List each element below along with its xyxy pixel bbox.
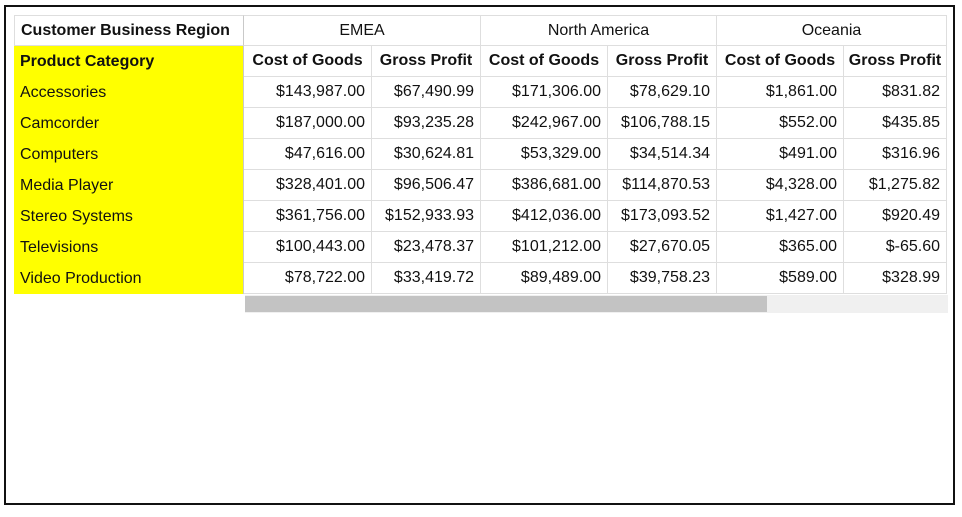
- value-cell: $242,967.00: [481, 108, 608, 139]
- value-cell: $361,756.00: [244, 201, 372, 232]
- value-cell: $34,514.34: [608, 139, 717, 170]
- value-cell: $386,681.00: [481, 170, 608, 201]
- value-cell: $589.00: [717, 263, 844, 294]
- value-cell: $78,722.00: [244, 263, 372, 294]
- row-category: Accessories: [14, 77, 244, 108]
- value-cell: $67,490.99: [372, 77, 481, 108]
- value-cell: $106,788.15: [608, 108, 717, 139]
- value-cell: $435.85: [844, 108, 947, 139]
- report-frame: Customer Business Region EMEA North Amer…: [4, 5, 955, 505]
- measure-header: Cost of Goods: [717, 46, 844, 77]
- value-cell: $78,629.10: [608, 77, 717, 108]
- value-cell: $328,401.00: [244, 170, 372, 201]
- value-cell: $89,489.00: [481, 263, 608, 294]
- row-category: Media Player: [14, 170, 244, 201]
- table-row: Stereo Systems $361,756.00 $152,933.93 $…: [14, 201, 947, 232]
- measure-header: Gross Profit: [372, 46, 481, 77]
- table-row: Media Player $328,401.00 $96,506.47 $386…: [14, 170, 947, 201]
- value-cell: $552.00: [717, 108, 844, 139]
- value-cell: $187,000.00: [244, 108, 372, 139]
- pivot-table: Customer Business Region EMEA North Amer…: [14, 15, 947, 294]
- value-cell: $1,275.82: [844, 170, 947, 201]
- value-cell: $101,212.00: [481, 232, 608, 263]
- value-cell: $173,093.52: [608, 201, 717, 232]
- value-cell: $152,933.93: [372, 201, 481, 232]
- table-row: Accessories $143,987.00 $67,490.99 $171,…: [14, 77, 947, 108]
- value-cell: $491.00: [717, 139, 844, 170]
- value-cell: $-65.60: [844, 232, 947, 263]
- value-cell: $4,328.00: [717, 170, 844, 201]
- region-header-row: Customer Business Region EMEA North Amer…: [14, 15, 947, 46]
- measure-header: Gross Profit: [608, 46, 717, 77]
- value-cell: $365.00: [717, 232, 844, 263]
- table-row: Camcorder $187,000.00 $93,235.28 $242,96…: [14, 108, 947, 139]
- value-cell: $412,036.00: [481, 201, 608, 232]
- value-cell: $316.96: [844, 139, 947, 170]
- region-header-emea: EMEA: [244, 15, 481, 46]
- region-header-north-america: North America: [481, 15, 717, 46]
- table-row: Computers $47,616.00 $30,624.81 $53,329.…: [14, 139, 947, 170]
- row-category: Televisions: [14, 232, 244, 263]
- horizontal-scrollbar[interactable]: [245, 295, 948, 313]
- value-cell: $171,306.00: [481, 77, 608, 108]
- value-cell: $114,870.53: [608, 170, 717, 201]
- table-row: Video Production $78,722.00 $33,419.72 $…: [14, 263, 947, 294]
- value-cell: $96,506.47: [372, 170, 481, 201]
- value-cell: $23,478.37: [372, 232, 481, 263]
- value-cell: $39,758.23: [608, 263, 717, 294]
- row-category: Camcorder: [14, 108, 244, 139]
- table-row: Televisions $100,443.00 $23,478.37 $101,…: [14, 232, 947, 263]
- region-header-oceania: Oceania: [717, 15, 947, 46]
- value-cell: $1,427.00: [717, 201, 844, 232]
- measure-header-row: Product Category Cost of Goods Gross Pro…: [14, 46, 947, 77]
- row-category: Stereo Systems: [14, 201, 244, 232]
- corner-label: Customer Business Region: [14, 15, 244, 46]
- value-cell: $831.82: [844, 77, 947, 108]
- measure-header: Cost of Goods: [244, 46, 372, 77]
- value-cell: $47,616.00: [244, 139, 372, 170]
- scrollbar-thumb[interactable]: [245, 296, 767, 312]
- value-cell: $920.49: [844, 201, 947, 232]
- value-cell: $100,443.00: [244, 232, 372, 263]
- row-category: Video Production: [14, 263, 244, 294]
- row-category: Computers: [14, 139, 244, 170]
- value-cell: $1,861.00: [717, 77, 844, 108]
- measure-header: Gross Profit: [844, 46, 947, 77]
- value-cell: $33,419.72: [372, 263, 481, 294]
- value-cell: $143,987.00: [244, 77, 372, 108]
- value-cell: $27,670.05: [608, 232, 717, 263]
- measure-header: Cost of Goods: [481, 46, 608, 77]
- value-cell: $93,235.28: [372, 108, 481, 139]
- value-cell: $53,329.00: [481, 139, 608, 170]
- value-cell: $328.99: [844, 263, 947, 294]
- value-cell: $30,624.81: [372, 139, 481, 170]
- row-header-label: Product Category: [14, 46, 244, 77]
